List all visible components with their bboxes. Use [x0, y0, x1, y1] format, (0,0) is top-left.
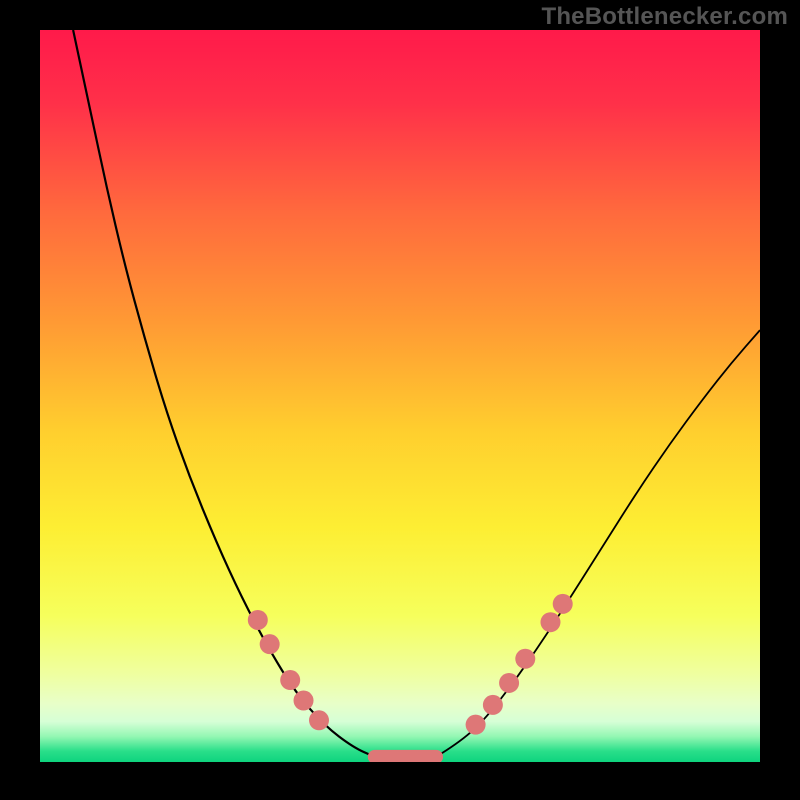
watermark-text: TheBottlenecker.com [541, 3, 788, 31]
data-marker [540, 612, 560, 632]
chart-stage: TheBottlenecker.com [0, 0, 800, 800]
data-marker [309, 710, 329, 730]
data-marker [553, 594, 573, 614]
data-marker [515, 649, 535, 669]
data-marker [499, 673, 519, 693]
gradient-background [40, 30, 760, 762]
data-marker [466, 715, 486, 735]
data-marker [483, 695, 503, 715]
bottleneck-curve-chart [0, 0, 800, 800]
data-marker [280, 670, 300, 690]
data-marker [248, 610, 268, 630]
data-marker [294, 691, 314, 711]
data-marker [260, 634, 280, 654]
